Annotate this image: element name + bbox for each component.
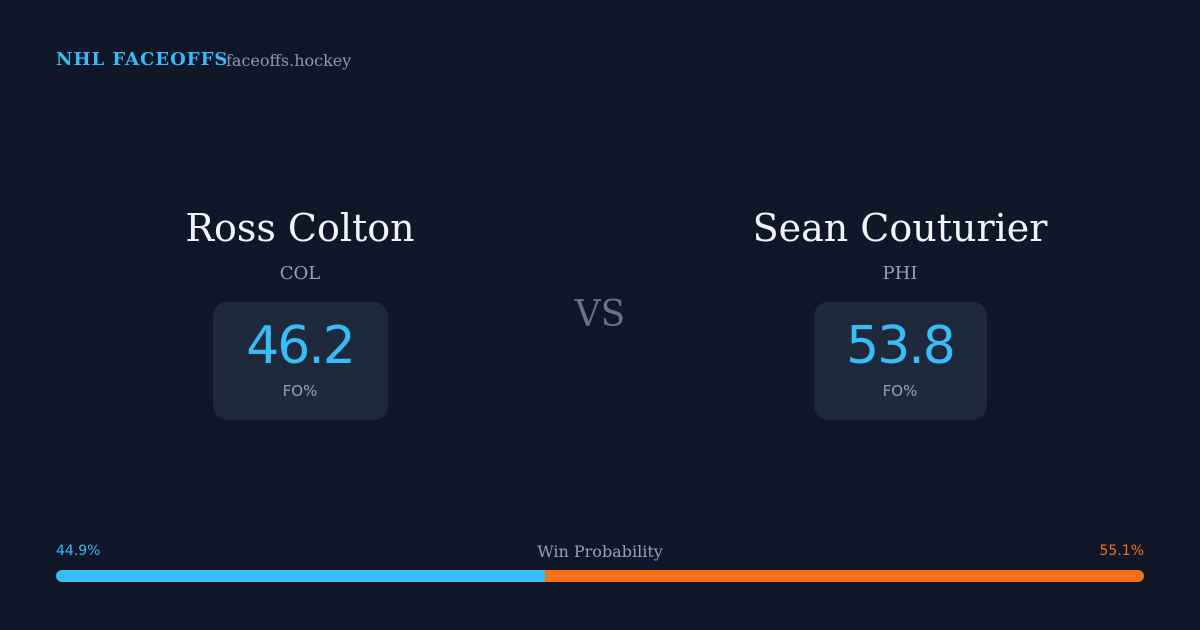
team: COL bbox=[279, 263, 321, 284]
player-name: Ross Colton bbox=[185, 206, 415, 250]
probability-title: Win Probability bbox=[537, 542, 663, 561]
probability-bar bbox=[56, 570, 1144, 582]
stat-card bbox=[814, 302, 987, 420]
player-name: Sean Couturier bbox=[752, 206, 1048, 250]
stat-card bbox=[213, 302, 388, 420]
team: PHI bbox=[882, 263, 918, 284]
site-name: faceoffs.hockey bbox=[226, 51, 352, 70]
probability-label: 44.9% bbox=[56, 543, 101, 559]
fo-label: FO% bbox=[282, 382, 318, 400]
versus: VS bbox=[574, 294, 626, 335]
brand: NHL FACEOFFS bbox=[56, 49, 229, 70]
probability-segment bbox=[56, 570, 545, 582]
fo-value: 53.8 bbox=[846, 316, 956, 376]
fo-value: 46.2 bbox=[246, 316, 356, 376]
fo-label: FO% bbox=[882, 382, 918, 400]
probability-segment bbox=[544, 570, 1144, 582]
probability-label: 55.1% bbox=[1099, 543, 1144, 559]
